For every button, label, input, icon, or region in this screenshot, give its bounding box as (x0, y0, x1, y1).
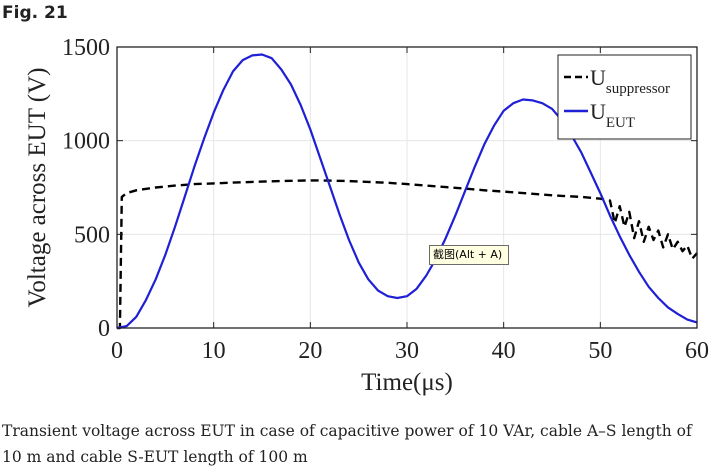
y-tick-label: 1000 (62, 129, 110, 155)
x-tick-label: 50 (588, 338, 612, 364)
x-axis-ticks: 0 10 20 30 40 50 60 (111, 47, 709, 364)
series-line-eut (116, 53, 698, 330)
figure-label: Fig. 21 (2, 3, 68, 23)
x-tick-label: 10 (202, 338, 226, 364)
y-tick-label: 500 (74, 222, 110, 248)
y-axis-title: Voltage across EUT (V) (24, 68, 51, 308)
figure-caption: Transient voltage across EUT in case of … (2, 422, 692, 466)
x-tick-label: 40 (492, 338, 516, 364)
legend-box (557, 54, 692, 140)
line-chart: 0 10 20 30 40 50 60 0 500 1000 1500 Time(μs) Volt… (24, 35, 709, 396)
x-tick-label: 30 (395, 338, 419, 364)
y-axis-ticks: 0 500 1000 1500 (62, 35, 697, 342)
legend-label-main: U (590, 99, 606, 124)
legend-label: UEUT (590, 99, 635, 131)
screenshot-tooltip: 截图(Alt + A) (429, 245, 509, 265)
x-axis-title: Time(μs) (361, 369, 453, 396)
x-tick-label: 0 (111, 338, 123, 364)
legend-label-subscript: EUT (606, 115, 635, 131)
series-layer (116, 53, 698, 330)
y-tick-label: 1500 (62, 35, 110, 61)
series-line-suppressor (117, 179, 698, 330)
legend-label-main: U (590, 65, 606, 90)
x-tick-label: 20 (298, 338, 322, 364)
legend-label-subscript: suppressor (606, 81, 670, 97)
legend-label: Usuppressor (590, 65, 670, 97)
y-tick-label: 0 (98, 316, 110, 342)
x-tick-label: 60 (685, 338, 709, 364)
